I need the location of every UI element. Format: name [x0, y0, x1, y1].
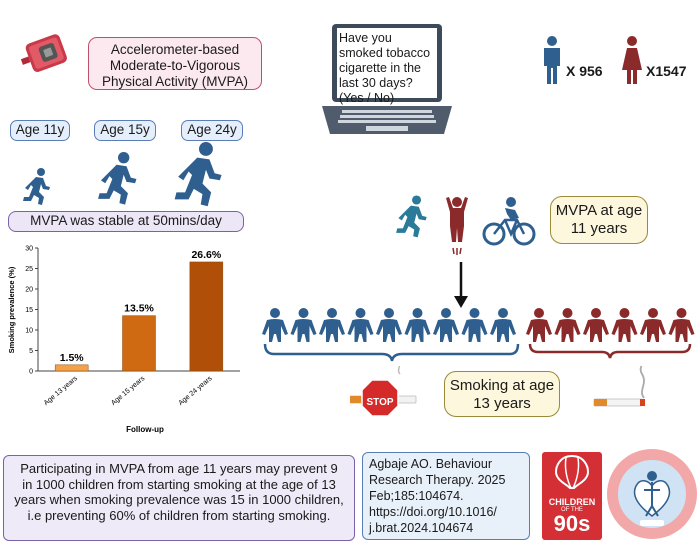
- runner-small-icon: [22, 168, 52, 206]
- bar-value-label: 13.5%: [124, 303, 154, 315]
- stop-label: STOP: [366, 397, 394, 408]
- bar: [122, 315, 156, 372]
- accelerometer-icon: [17, 30, 77, 80]
- y-axis-title: Smoking prevalence (%): [7, 266, 16, 353]
- mvpa-age-text: MVPA at age 11 years: [555, 202, 643, 237]
- survey-question: Have you smoked tobacco cigarette in the…: [339, 31, 431, 105]
- child-figure-icon: [583, 308, 609, 342]
- runner-icon: [395, 195, 429, 239]
- female-icon: [620, 36, 644, 86]
- y-tick-label: 0: [29, 369, 33, 376]
- male-icon: [541, 36, 563, 86]
- accelerometer-text: Accelerometer-based Moderate-to-Vigorous…: [101, 42, 249, 89]
- y-tick-label: 25: [25, 266, 33, 273]
- mvpa-stable-label: MVPA was stable at 50mins/day: [8, 211, 244, 232]
- chart-svg: Smoking prevalence (%) Follow-up 0 5 10 15 2…: [7, 246, 240, 434]
- y-tick-label: 30: [25, 246, 33, 253]
- bar: [189, 261, 224, 372]
- research-group-logo: [606, 446, 698, 542]
- male-count: X 956: [566, 63, 603, 79]
- mvpa-age-label: MVPA at age 11 years: [550, 196, 648, 244]
- summary-box: Participating in MVPA from age 11 years …: [3, 455, 355, 541]
- child-figure-icon: [490, 308, 516, 342]
- child-figure-icon: [640, 308, 666, 342]
- y-tick-label: 10: [25, 328, 33, 335]
- jumping-child-icon: [440, 196, 474, 258]
- children-of-90s-logo: CHILDREN OF THE 90s: [542, 452, 602, 540]
- child-figure-icon: [404, 308, 431, 342]
- y-tick-label: 5: [29, 348, 33, 355]
- age-pill-24: Age 24y: [181, 120, 243, 141]
- laptop-icon: [320, 22, 454, 138]
- runner-medium-icon: [96, 152, 140, 206]
- cyclist-icon: [481, 194, 537, 248]
- cigarette-icon: [592, 359, 652, 412]
- children-row: [262, 306, 698, 366]
- child-figure-icon: [262, 308, 288, 342]
- x-tick-label: Age 24 years: [178, 375, 214, 407]
- child-figure-icon: [347, 308, 374, 342]
- down-arrow-icon: [452, 262, 470, 310]
- smoking-age-text: Smoking at age 13 years: [449, 377, 555, 412]
- bar-value-label: 1.5%: [60, 352, 85, 364]
- child-figure-icon: [290, 308, 317, 342]
- x-axis-title: Follow-up: [126, 425, 164, 434]
- runner-large-icon: [172, 142, 226, 208]
- x-tick-label: Age 15 years: [110, 375, 146, 407]
- child-figure-icon: [611, 308, 638, 342]
- child-figure-icon: [376, 308, 402, 342]
- logo-line1: CHILDREN: [548, 497, 596, 507]
- smoking-age-label: Smoking at age 13 years: [444, 371, 560, 417]
- stop-smoking-icon: [349, 361, 420, 420]
- bar-value-label: 26.6%: [191, 249, 221, 261]
- age-pill-11: Age 11y: [10, 120, 70, 141]
- child-figure-icon: [433, 308, 459, 342]
- child-figure-icon: [554, 308, 581, 342]
- logo-line3: 90s: [553, 511, 591, 536]
- child-figure-icon: [461, 308, 488, 342]
- summary-text: Participating in MVPA from age 11 years …: [14, 461, 344, 523]
- female-count: X1547: [646, 63, 687, 79]
- bar-chart: Smoking prevalence (%) Follow-up 0 5 10 15 2…: [0, 240, 260, 440]
- accelerometer-label: Accelerometer-based Moderate-to-Vigorous…: [88, 37, 262, 90]
- age-pill-15: Age 15y: [94, 120, 156, 141]
- child-figure-icon: [668, 308, 695, 342]
- bar: [54, 364, 89, 372]
- citation-link[interactable]: Agbaje AO. Behaviour Research Therapy. 2…: [369, 457, 506, 535]
- y-tick-label: 20: [25, 287, 33, 294]
- child-figure-icon: [526, 308, 552, 342]
- y-tick-label: 15: [25, 307, 33, 314]
- child-figure-icon: [319, 308, 345, 342]
- logo-line2: OF THE: [561, 507, 583, 513]
- x-tick-label: Age 13 years: [43, 375, 79, 407]
- citation-box: Agbaje AO. Behaviour Research Therapy. 2…: [362, 452, 530, 540]
